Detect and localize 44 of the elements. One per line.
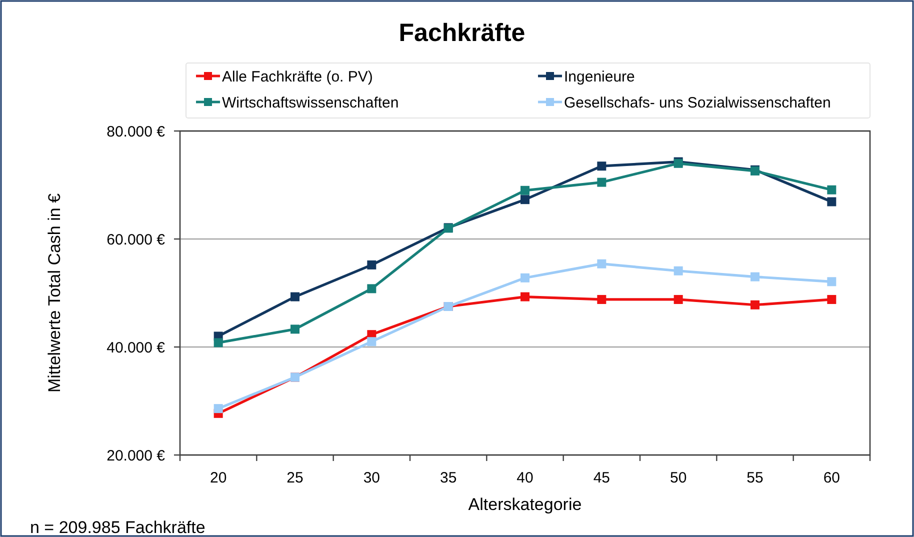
point bbox=[827, 294, 836, 304]
x-tick-label: 55 bbox=[746, 469, 764, 486]
point bbox=[520, 195, 530, 204]
point bbox=[520, 186, 530, 195]
point bbox=[750, 300, 760, 310]
x-tick-label: 40 bbox=[516, 469, 534, 486]
y-tick-label: 20.000 € bbox=[106, 447, 166, 464]
point bbox=[597, 294, 606, 304]
point bbox=[367, 337, 376, 346]
x-tick-label: 20 bbox=[210, 469, 227, 486]
y-tick-label: 60.000 € bbox=[106, 231, 166, 248]
text: n = 209.985 Fachkräfte bbox=[30, 518, 206, 537]
point bbox=[214, 338, 223, 348]
point bbox=[597, 162, 606, 171]
point bbox=[674, 294, 683, 304]
x-tick-label: 45 bbox=[593, 469, 610, 486]
y-tick-label: 80.000 € bbox=[106, 123, 166, 140]
y-tick-label: 40.000 € bbox=[106, 339, 166, 356]
point bbox=[367, 260, 376, 270]
point bbox=[827, 197, 836, 206]
x-tick-label: 25 bbox=[286, 469, 304, 486]
legend-label: Gesellschafs- uns Sozialwissenschaften bbox=[564, 94, 831, 112]
point bbox=[290, 292, 300, 302]
point bbox=[750, 272, 760, 282]
legend-label: Alle Fachkräfte (o. PV) bbox=[222, 68, 373, 86]
chart-title: Fachkräfte bbox=[398, 19, 526, 47]
y-axis-title: Mittelwerte Total Cash in € bbox=[44, 192, 64, 393]
legend-label: Wirtschaftswissenschaften bbox=[222, 94, 399, 112]
legend-label: Ingenieure bbox=[564, 68, 635, 86]
point bbox=[290, 324, 300, 334]
x-tick-label: 60 bbox=[823, 469, 840, 486]
point bbox=[827, 277, 836, 286]
point bbox=[597, 259, 606, 268]
point bbox=[827, 185, 836, 194]
point bbox=[520, 292, 530, 302]
point bbox=[520, 273, 530, 282]
x-tick-label: 50 bbox=[670, 469, 687, 486]
point bbox=[674, 266, 683, 276]
point bbox=[367, 284, 376, 294]
x-axis-title: Alterskategorie bbox=[468, 494, 582, 514]
point bbox=[597, 178, 606, 187]
point bbox=[214, 404, 223, 414]
x-tick-label: 35 bbox=[440, 469, 457, 486]
x-tick-label: 30 bbox=[363, 469, 380, 486]
